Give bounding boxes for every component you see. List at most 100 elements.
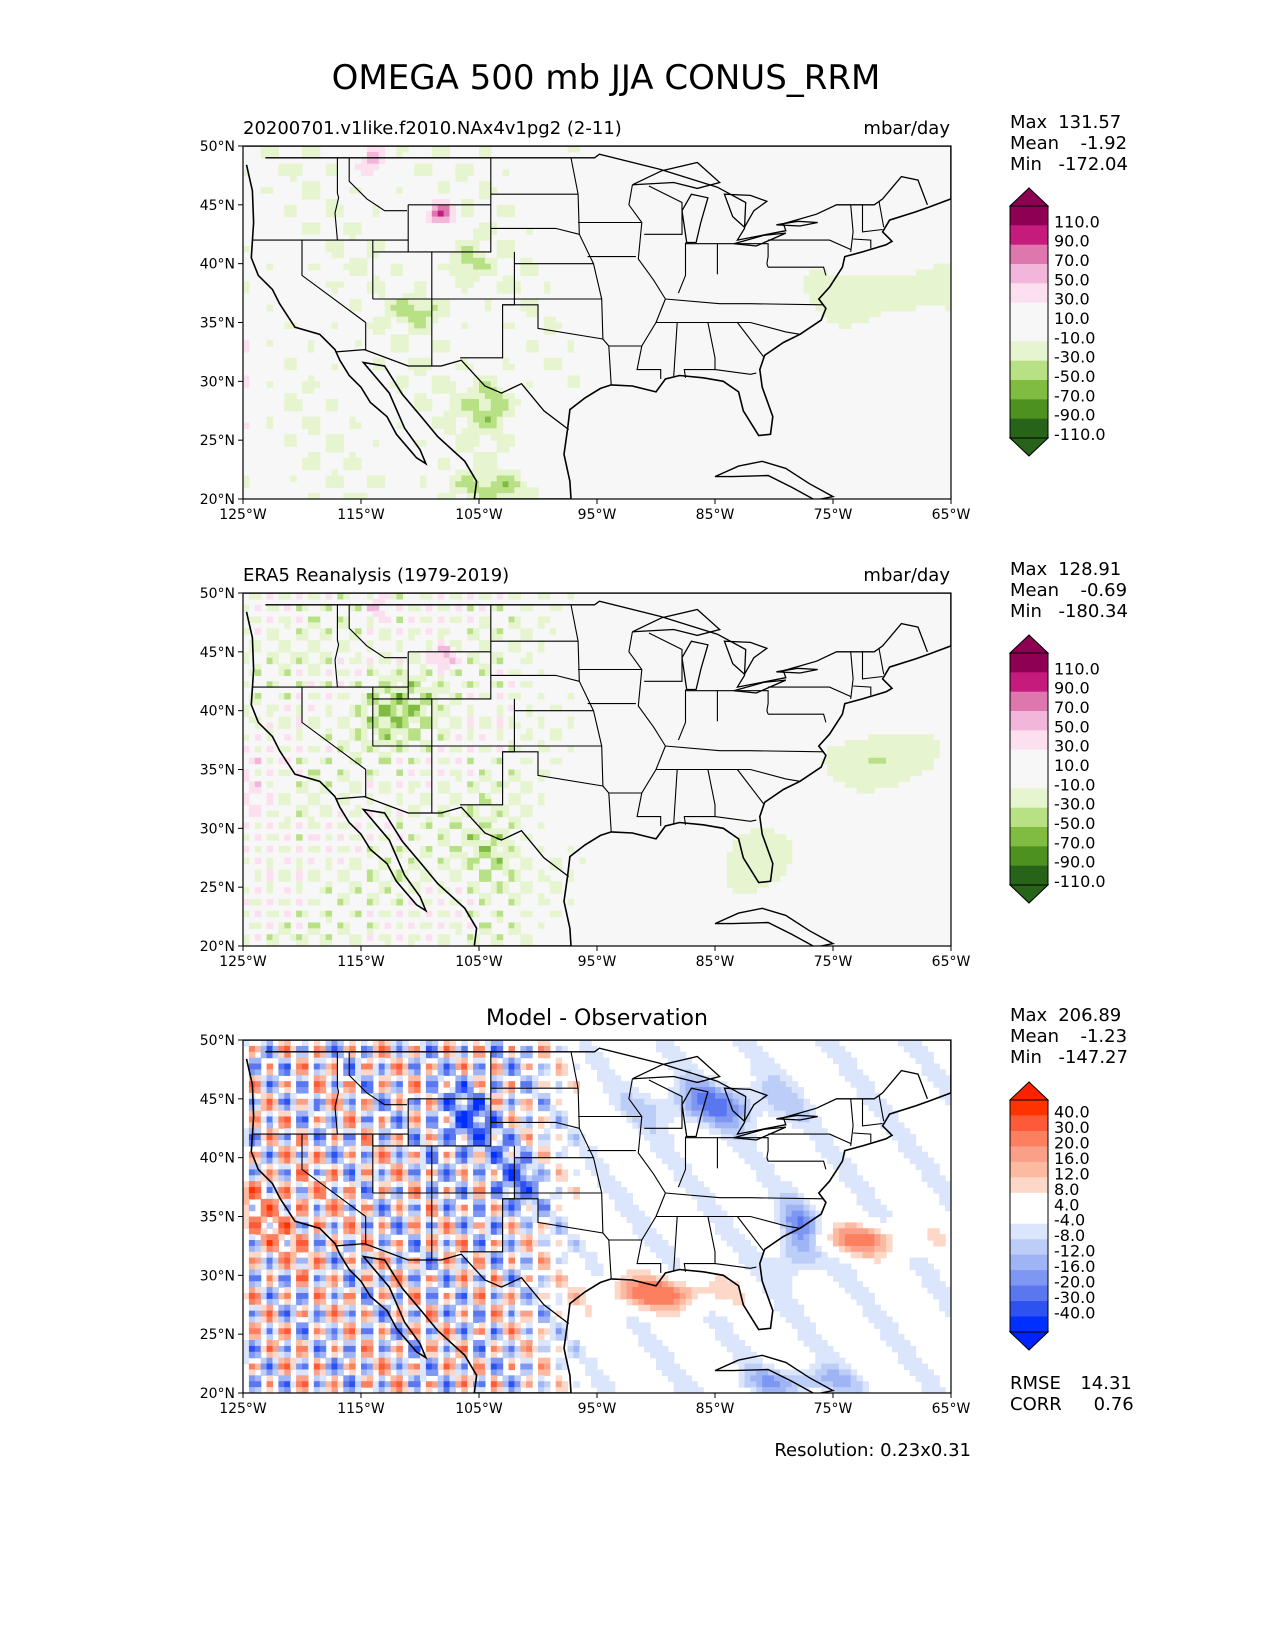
field-cell: [437, 681, 445, 688]
field-cell: [567, 722, 574, 729]
lat-tick-label: 50°N: [200, 587, 235, 602]
field-cell: [939, 275, 946, 282]
field-cell: [496, 604, 504, 612]
field-cell: [296, 404, 303, 412]
field-cell: [703, 1122, 710, 1129]
field-cell: [425, 645, 433, 653]
field-cell: [254, 1122, 262, 1129]
field-cell: [307, 869, 315, 876]
field-cell: [484, 410, 492, 418]
field-cell: [378, 146, 386, 153]
field-cell: [384, 934, 392, 941]
field-cell: [467, 604, 474, 612]
field-cell: [473, 228, 480, 235]
field-cell: [874, 763, 881, 771]
colorbar-level-label: 70.0: [1054, 698, 1090, 717]
field-cell: [284, 1175, 291, 1182]
field-cell: [473, 1140, 480, 1147]
field-cell: [437, 840, 445, 847]
field-cell: [862, 787, 869, 794]
field-cell: [844, 1245, 852, 1253]
field-cell: [378, 598, 386, 606]
field-cell: [414, 698, 421, 706]
field-cell: [479, 845, 486, 853]
field-cell: [266, 863, 274, 871]
field-cell: [313, 228, 321, 235]
field-cell: [319, 628, 327, 635]
field-cell: [431, 1116, 439, 1123]
field-cell: [349, 1187, 356, 1194]
field-cell: [449, 1122, 456, 1129]
field-cell: [366, 481, 374, 488]
field-cell: [508, 1228, 515, 1235]
field-cell: [455, 1145, 462, 1153]
field-cell: [526, 651, 533, 659]
field-cell: [715, 1222, 722, 1229]
field-cell: [897, 304, 905, 312]
field-cell: [538, 1104, 545, 1112]
field-cell: [443, 834, 451, 841]
field-cell: [886, 304, 893, 312]
field-cell: [897, 287, 905, 294]
field-cell: [821, 281, 828, 288]
field-cell: [449, 1198, 456, 1206]
field-cell: [933, 1075, 940, 1082]
field-cell: [833, 1228, 840, 1235]
field-cell: [455, 1110, 462, 1118]
field-cell: [396, 593, 403, 600]
field-cell: [408, 310, 415, 318]
field-cell: [461, 681, 468, 688]
field-cell: [331, 1122, 338, 1129]
field-cell: [656, 1098, 663, 1106]
field-cell: [626, 1216, 633, 1223]
field-cell: [378, 1122, 386, 1129]
field-cell: [307, 1134, 315, 1141]
field-cell: [260, 1216, 268, 1223]
field-cell: [296, 1104, 303, 1112]
field-cell: [325, 681, 333, 688]
field-cell: [945, 1204, 951, 1212]
field-cell: [650, 1122, 657, 1129]
field-cell: [803, 1116, 810, 1123]
field-cell: [319, 1069, 327, 1076]
field-cell: [361, 740, 368, 747]
field-cell: [886, 1122, 893, 1129]
field-cell: [774, 863, 781, 871]
field-cell: [302, 1198, 309, 1206]
field-cell: [532, 310, 539, 318]
field-cell: [260, 1175, 268, 1182]
field-cell: [673, 1069, 681, 1076]
field-cell: [797, 1222, 805, 1229]
field-cell: [555, 734, 563, 741]
field-cell: [667, 1116, 675, 1123]
field-cell: [284, 1069, 291, 1076]
field-cell: [490, 381, 498, 388]
field-cell: [490, 1134, 498, 1141]
field-cell: [838, 775, 846, 782]
field-cell: [437, 1134, 445, 1141]
field-cell: [591, 1045, 598, 1053]
field-cell: [248, 1157, 256, 1165]
field-cell: [366, 722, 374, 729]
field-cell: [296, 1187, 303, 1194]
field-cell: [349, 910, 356, 918]
field-cell: [378, 328, 386, 335]
field-cell: [656, 1240, 663, 1247]
field-cell: [355, 845, 362, 853]
field-cell: [862, 1081, 869, 1088]
field-cell: [396, 151, 403, 159]
field-cell: [302, 634, 309, 641]
field-cell: [768, 1192, 775, 1200]
field-cell: [455, 446, 462, 453]
field-cell: [302, 181, 309, 188]
field-cell: [331, 1204, 338, 1212]
field-cell: [443, 1228, 451, 1235]
field-cell: [396, 298, 403, 306]
field-cell: [903, 1128, 911, 1135]
field-cell: [284, 1151, 291, 1159]
field-cell: [272, 604, 279, 612]
field-cell: [307, 1251, 315, 1259]
field-cell: [774, 851, 781, 859]
field-cell: [874, 1104, 881, 1112]
field-cell: [307, 922, 315, 929]
